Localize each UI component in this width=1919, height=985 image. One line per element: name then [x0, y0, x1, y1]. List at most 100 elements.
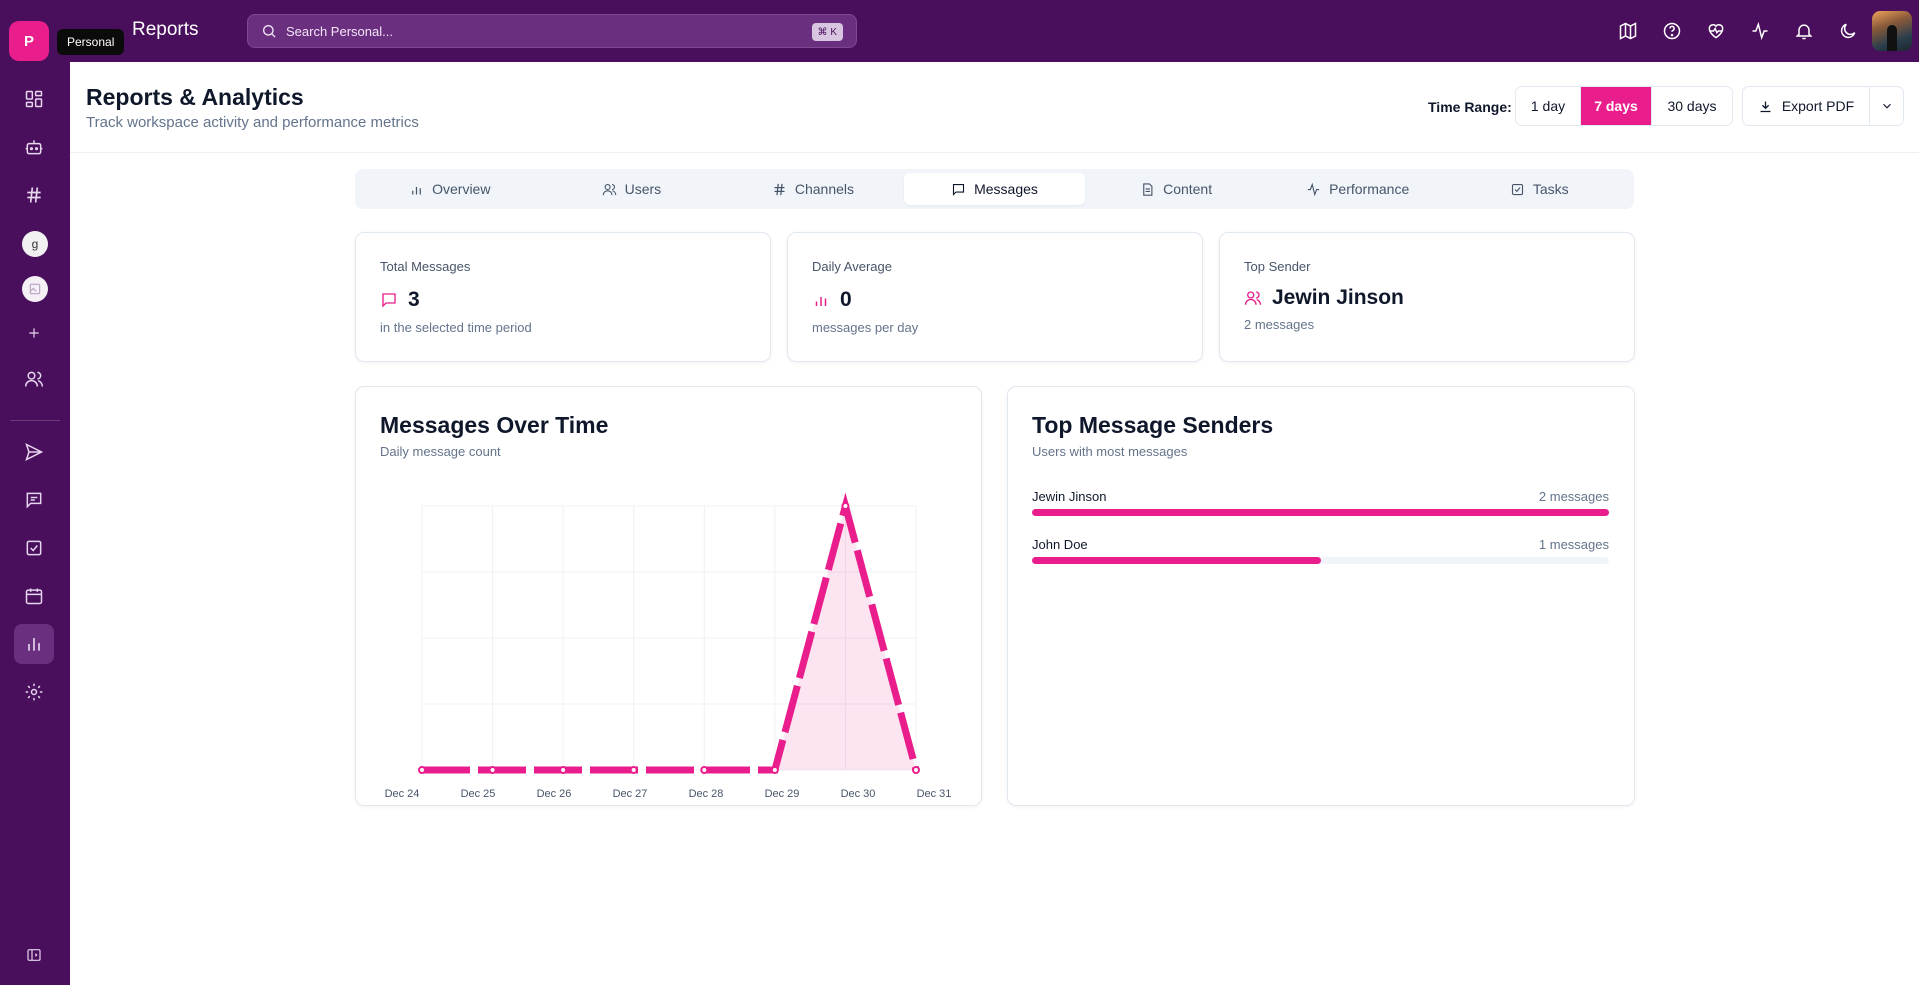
task-icon	[1511, 183, 1523, 195]
plus-icon[interactable]	[14, 313, 54, 353]
stat-card-top-sender: Top Sender Jewin Jinson 2 messages	[1219, 232, 1635, 362]
tab-label: Performance	[1329, 181, 1410, 197]
dashboard-icon[interactable]	[14, 79, 54, 119]
search-input[interactable]	[286, 23, 786, 39]
senders-subtitle: Users with most messages	[1032, 444, 1188, 459]
data-point	[418, 766, 426, 774]
chart-title: Messages Over Time	[380, 412, 609, 438]
data-point	[912, 766, 920, 774]
export-dropdown-button[interactable]	[1870, 86, 1904, 126]
data-point	[841, 502, 850, 510]
stat-value: 0	[840, 288, 852, 311]
bar-chart-icon	[412, 186, 421, 194]
tab-tasks[interactable]: Tasks	[1448, 173, 1630, 205]
message-icon	[953, 183, 965, 196]
bot-icon[interactable]	[14, 127, 54, 167]
settings-icon[interactable]	[14, 672, 54, 712]
sender-bar-track	[1032, 557, 1609, 564]
tab-messages[interactable]: Messages	[903, 173, 1086, 205]
bell-icon[interactable]	[1782, 9, 1826, 53]
sender-count: 1 messages	[1538, 537, 1609, 552]
bar-chart-icon	[815, 297, 827, 306]
user-avatar[interactable]	[1872, 11, 1912, 51]
tab-label: Messages	[974, 181, 1038, 197]
time-range-7-days[interactable]: 7 days	[1581, 87, 1652, 125]
tab-label: Channels	[794, 181, 855, 197]
hash-icon	[774, 183, 785, 195]
message-icon[interactable]	[14, 480, 54, 520]
stat-label: Total Messages	[380, 259, 471, 274]
tab-label: Users	[624, 181, 662, 197]
x-tick-label: Dec 31	[917, 788, 952, 800]
stat-note: 2 messages	[1244, 317, 1315, 332]
task-icon[interactable]	[14, 528, 54, 568]
sender-bar-fill	[1032, 557, 1321, 564]
users-icon	[1244, 291, 1262, 305]
x-tick-label: Dec 24	[385, 788, 420, 800]
calendar-icon[interactable]	[14, 576, 54, 616]
x-tick-label: Dec 27	[613, 788, 648, 800]
header-divider	[70, 152, 1919, 153]
sender-name: John Doe	[1032, 537, 1088, 552]
reports-icon[interactable]	[14, 624, 54, 664]
sender-name: Jewin Jinson	[1032, 489, 1107, 504]
users-icon	[602, 183, 616, 195]
send-icon[interactable]	[14, 432, 54, 472]
stat-card-daily-average: Daily Average 0 messages per day	[787, 232, 1203, 362]
hash-icon[interactable]	[14, 175, 54, 215]
stat-note: messages per day	[812, 320, 919, 335]
page-title: Reports & Analytics	[86, 84, 304, 110]
x-tick-label: Dec 26	[537, 788, 572, 800]
workspace-image[interactable]	[22, 276, 48, 302]
moon-icon[interactable]	[1826, 9, 1870, 53]
stat-value: 3	[408, 288, 420, 311]
top-senders-card: Top Message Senders Users with most mess…	[1007, 386, 1635, 806]
x-tick-label: Dec 30	[841, 788, 876, 800]
tab-label: Content	[1163, 181, 1213, 197]
x-tick-label: Dec 29	[765, 788, 800, 800]
map-icon[interactable]	[1606, 9, 1650, 53]
app-title: Reports	[132, 19, 199, 40]
data-point	[770, 766, 779, 774]
download-icon	[1760, 101, 1771, 112]
users-icon[interactable]	[14, 359, 54, 399]
chevron-down-icon	[1882, 103, 1891, 109]
help-icon[interactable]	[1650, 9, 1694, 53]
file-icon	[1143, 182, 1153, 196]
tab-content[interactable]: Content	[1085, 173, 1267, 205]
activity-icon	[1307, 182, 1320, 196]
stat-label: Top Sender	[1244, 259, 1311, 274]
search-shortcut: ⌘ K	[811, 23, 843, 41]
topbar: Reports ⌘ K	[70, 0, 1919, 62]
activity-icon[interactable]	[1738, 9, 1782, 53]
left-rail: P Personal g	[0, 0, 125, 985]
data-point	[700, 766, 709, 774]
workspace-g[interactable]: g	[22, 231, 48, 257]
tab-label: Tasks	[1532, 181, 1569, 197]
tab-channels[interactable]: Channels	[722, 173, 904, 205]
messages-line-chart: Dec 24 Dec 25 Dec 26 Dec 27 Dec 28 Dec 29 Dec …	[385, 492, 952, 800]
workspace-button[interactable]: P	[9, 21, 49, 61]
time-range-label: Time Range:	[1428, 99, 1512, 115]
x-tick-label: Dec 25	[461, 788, 496, 800]
search-bar[interactable]: ⌘ K	[247, 14, 857, 48]
data-point	[629, 766, 638, 774]
tab-overview[interactable]: Overview	[359, 173, 541, 205]
rail-divider	[10, 420, 60, 421]
stat-card-total-messages: Total Messages 3 in the selected time pe…	[355, 232, 771, 362]
heart-pulse-icon[interactable]	[1694, 9, 1738, 53]
workspace-tooltip: Personal	[57, 29, 125, 55]
data-point	[488, 766, 497, 774]
x-tick-label: Dec 28	[689, 788, 724, 800]
report-tabs: Overview Users Channels Messages Content…	[355, 169, 1634, 209]
export-pdf-label: Export PDF	[1781, 98, 1855, 114]
export-pdf-button[interactable]: Export PDF	[1742, 86, 1870, 126]
time-range-30-days[interactable]: 30 days	[1652, 87, 1732, 125]
collapse-sidebar-icon[interactable]	[14, 935, 54, 975]
messages-over-time-card: Messages Over Time Daily message count D…	[355, 386, 982, 806]
tab-users[interactable]: Users	[541, 173, 723, 205]
message-icon	[382, 293, 396, 308]
time-range-1-day[interactable]: 1 day	[1516, 87, 1581, 125]
stat-label: Daily Average	[812, 259, 892, 274]
tab-performance[interactable]: Performance	[1267, 173, 1449, 205]
